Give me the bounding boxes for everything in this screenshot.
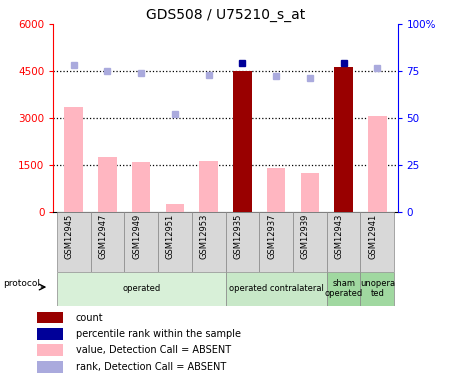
Bar: [37, 361, 63, 373]
Bar: [267, 168, 286, 212]
Text: GSM12943: GSM12943: [335, 214, 344, 259]
Bar: [327, 212, 360, 272]
Bar: [334, 67, 353, 212]
Bar: [226, 212, 259, 272]
Bar: [360, 212, 394, 272]
Text: GSM12945: GSM12945: [65, 214, 74, 259]
Bar: [98, 157, 117, 212]
Bar: [158, 212, 192, 272]
Bar: [300, 173, 319, 212]
Text: protocol: protocol: [3, 279, 40, 288]
Bar: [57, 272, 226, 306]
Text: value, Detection Call = ABSENT: value, Detection Call = ABSENT: [76, 345, 231, 355]
Bar: [37, 345, 63, 356]
Text: GSM12953: GSM12953: [199, 214, 209, 259]
Text: sham
operated: sham operated: [325, 279, 363, 298]
Bar: [259, 212, 293, 272]
Text: operated contralateral: operated contralateral: [229, 284, 324, 293]
Text: GSM12941: GSM12941: [368, 214, 377, 259]
Bar: [199, 161, 218, 212]
Text: unopera
ted: unopera ted: [360, 279, 395, 298]
Bar: [233, 70, 252, 212]
Title: GDS508 / U75210_s_at: GDS508 / U75210_s_at: [146, 8, 305, 22]
Text: GSM12935: GSM12935: [233, 214, 242, 259]
Text: count: count: [76, 313, 103, 322]
Bar: [37, 312, 63, 324]
Text: percentile rank within the sample: percentile rank within the sample: [76, 329, 241, 339]
Bar: [226, 272, 327, 306]
Bar: [327, 272, 360, 306]
Text: GSM12937: GSM12937: [267, 214, 276, 259]
Bar: [91, 212, 124, 272]
Bar: [124, 212, 158, 272]
Text: GSM12947: GSM12947: [99, 214, 107, 259]
Bar: [57, 212, 91, 272]
Bar: [360, 272, 394, 306]
Bar: [293, 212, 327, 272]
Bar: [192, 212, 226, 272]
Text: GSM12949: GSM12949: [132, 214, 141, 259]
Text: GSM12939: GSM12939: [301, 214, 310, 259]
Text: GSM12951: GSM12951: [166, 214, 175, 259]
Bar: [166, 204, 184, 212]
Bar: [37, 328, 63, 340]
Text: operated: operated: [122, 284, 160, 293]
Bar: [132, 162, 151, 212]
Bar: [368, 116, 386, 212]
Text: rank, Detection Call = ABSENT: rank, Detection Call = ABSENT: [76, 362, 226, 372]
Bar: [65, 107, 83, 212]
